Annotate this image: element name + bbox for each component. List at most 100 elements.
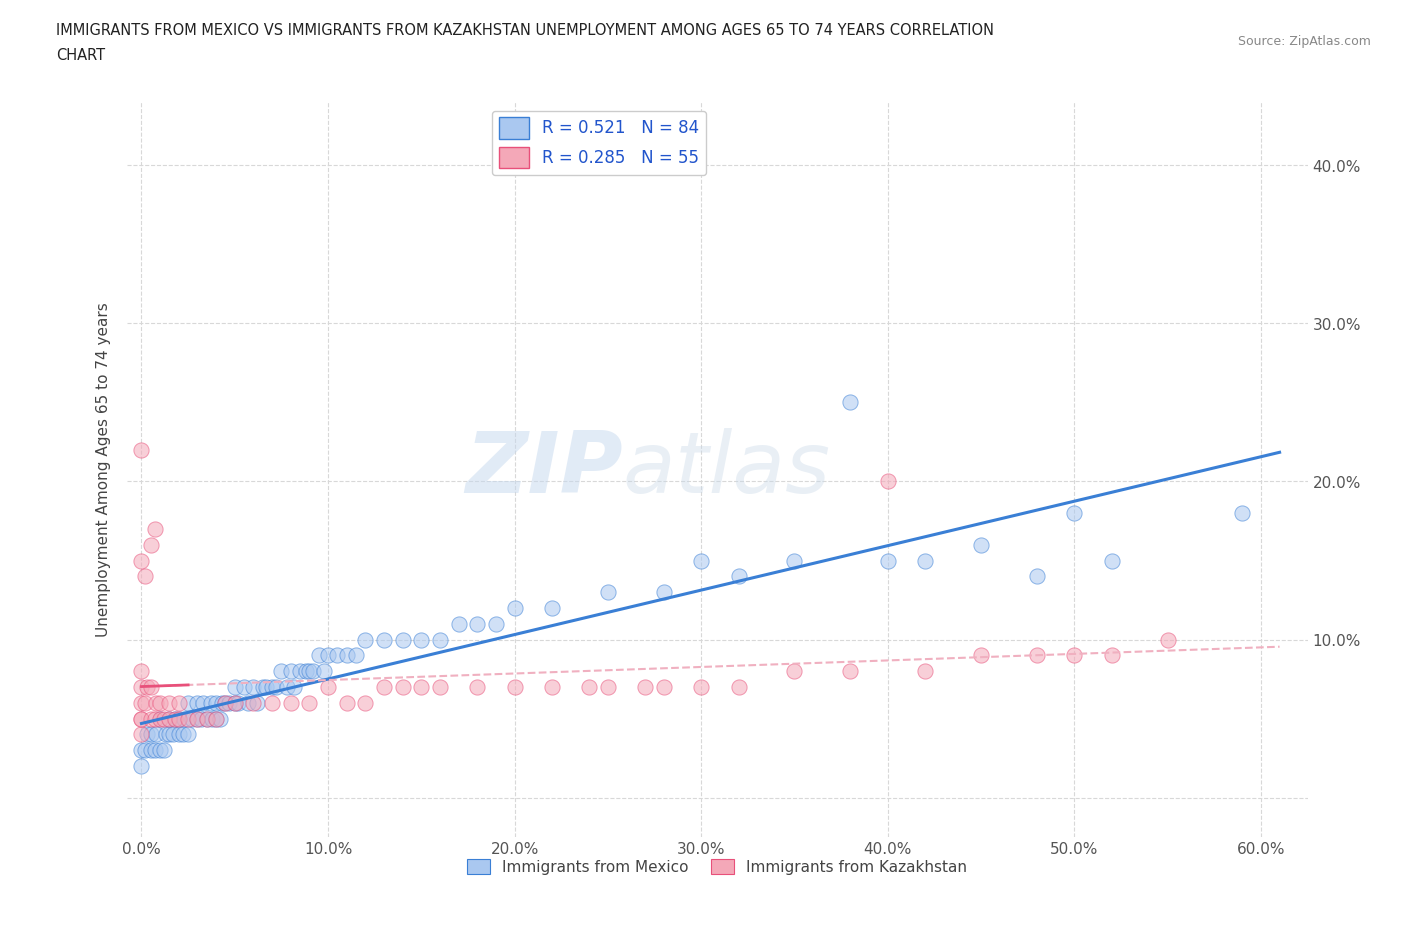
Point: [208, 711, 231, 726]
Point: [167, 696, 190, 711]
Point: [149, 711, 172, 726]
Point: [411, 680, 433, 695]
Point: [298, 664, 321, 679]
Point: [139, 680, 162, 695]
Point: [465, 617, 488, 631]
Point: [541, 601, 564, 616]
Point: [283, 680, 305, 695]
Point: [191, 696, 214, 711]
Point: [190, 711, 212, 726]
Point: [262, 696, 284, 711]
Point: [201, 711, 224, 726]
Point: [1063, 648, 1085, 663]
Point: [1101, 648, 1123, 663]
Point: [314, 664, 336, 679]
Point: [503, 601, 526, 616]
Point: [970, 648, 993, 663]
Point: [302, 664, 325, 679]
Point: [131, 664, 153, 679]
Point: [186, 711, 208, 726]
Point: [195, 711, 218, 726]
Point: [1156, 632, 1178, 647]
Point: [214, 696, 236, 711]
Point: [224, 680, 246, 695]
Point: [177, 711, 200, 726]
Point: [149, 696, 172, 711]
Point: [172, 727, 194, 742]
Point: [139, 538, 162, 552]
Point: [134, 569, 156, 584]
Point: [578, 680, 600, 695]
Point: [159, 727, 181, 742]
Point: [1026, 648, 1049, 663]
Point: [242, 680, 264, 695]
Point: [143, 522, 166, 537]
Point: [159, 711, 181, 726]
Point: [131, 711, 153, 726]
Point: [465, 680, 488, 695]
Point: [153, 711, 176, 726]
Point: [447, 617, 470, 631]
Point: [411, 632, 433, 647]
Point: [690, 680, 713, 695]
Point: [180, 711, 202, 726]
Point: [727, 569, 749, 584]
Point: [149, 743, 172, 758]
Point: [159, 711, 181, 726]
Point: [165, 711, 187, 726]
Point: [131, 443, 153, 458]
Point: [145, 727, 167, 742]
Point: [177, 727, 200, 742]
Point: [596, 585, 619, 600]
Point: [149, 711, 172, 726]
Point: [246, 696, 269, 711]
Point: [236, 696, 259, 711]
Point: [298, 696, 321, 711]
Legend: Immigrants from Mexico, Immigrants from Kazakhstan: Immigrants from Mexico, Immigrants from …: [461, 853, 973, 881]
Point: [224, 696, 246, 711]
Point: [131, 680, 153, 695]
Point: [228, 696, 250, 711]
Point: [391, 632, 413, 647]
Point: [839, 664, 862, 679]
Point: [218, 696, 240, 711]
Point: [211, 696, 233, 711]
Point: [205, 711, 228, 726]
Text: atlas: atlas: [623, 428, 831, 512]
Point: [783, 553, 806, 568]
Point: [264, 680, 287, 695]
Point: [634, 680, 657, 695]
Point: [131, 696, 153, 711]
Point: [970, 538, 993, 552]
Y-axis label: Unemployment Among Ages 65 to 74 years: Unemployment Among Ages 65 to 74 years: [96, 302, 111, 637]
Point: [336, 648, 359, 663]
Point: [276, 680, 298, 695]
Point: [233, 680, 256, 695]
Point: [143, 743, 166, 758]
Point: [242, 696, 264, 711]
Point: [1232, 506, 1254, 521]
Point: [205, 696, 228, 711]
Point: [165, 711, 187, 726]
Point: [373, 680, 395, 695]
Point: [162, 727, 184, 742]
Point: [153, 743, 176, 758]
Point: [155, 727, 177, 742]
Text: IMMIGRANTS FROM MEXICO VS IMMIGRANTS FROM KAZAKHSTAN UNEMPLOYMENT AMONG AGES 65 : IMMIGRANTS FROM MEXICO VS IMMIGRANTS FRO…: [56, 23, 994, 38]
Point: [541, 680, 564, 695]
Point: [783, 664, 806, 679]
Point: [652, 585, 675, 600]
Point: [131, 711, 153, 726]
Point: [336, 696, 359, 711]
Point: [727, 680, 749, 695]
Point: [270, 664, 292, 679]
Point: [131, 727, 153, 742]
Point: [224, 696, 246, 711]
Point: [914, 553, 936, 568]
Point: [186, 711, 208, 726]
Point: [252, 680, 274, 695]
Point: [167, 711, 190, 726]
Point: [1101, 553, 1123, 568]
Point: [280, 696, 302, 711]
Point: [429, 632, 451, 647]
